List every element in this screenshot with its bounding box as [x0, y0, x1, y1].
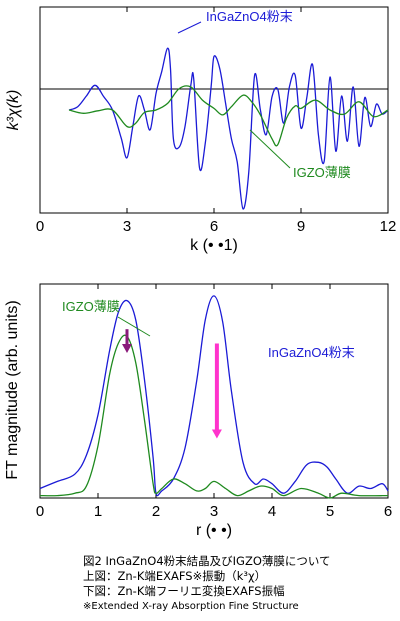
top-panel: 0 3 6 9 12 k³χ(k) k (• •1) InGaZnO4粉末 IGZO薄膜	[5, 6, 397, 254]
bottom-y-axis-label-text: FT magnitude (arb. units)	[4, 300, 21, 479]
bottom-series-line-film	[39, 334, 389, 499]
bottom-x-axis-label: r (• •)	[196, 522, 232, 539]
top-plot-frame	[39, 6, 389, 214]
bottom-x-tick-label: 0	[36, 503, 44, 520]
bottom-film-leader	[117, 316, 151, 337]
top-powder-leader	[177, 21, 202, 34]
bottom-x-tick-label: 3	[210, 503, 218, 520]
top-y-axis-label-text: k³χ(k)	[5, 90, 22, 131]
top-film-label: IGZO薄膜	[293, 165, 351, 180]
bottom-film-label: IGZO薄膜	[62, 299, 120, 314]
top-y-axis-label: k³χ(k)	[5, 90, 22, 131]
top-x-axis-label: k (• •1)	[190, 237, 238, 254]
top-x-ticks: 0 3 6 9 12	[36, 7, 397, 235]
bottom-x-ticks: 0 1 2 3 4 5 6	[36, 284, 392, 520]
bottom-arrows	[122, 329, 222, 439]
top-series-line-film	[68, 85, 389, 147]
caption-line-4: ※Extended X-ray Absorption Fine Structur…	[83, 601, 299, 612]
top-x-tick-label: 3	[123, 218, 131, 235]
top-x-tick-label: 12	[380, 218, 397, 235]
figure-caption: 図2 InGaZnO4粉末結晶及びIGZO薄膜について 上図：Zn-K端EXAF…	[83, 554, 331, 614]
bottom-x-tick-label: 1	[94, 503, 102, 520]
caption-line-1: 図2 InGaZnO4粉末結晶及びIGZO薄膜について	[83, 554, 331, 568]
decrease-arrow-head	[122, 343, 132, 353]
bottom-plot-frame	[39, 283, 389, 499]
top-series-line-powder	[68, 47, 389, 210]
bottom-panel: 0 1 2 3 4 5 6 FT magnitude (arb. units) r (• •…	[4, 283, 392, 539]
bottom-x-tick-label: 5	[326, 503, 334, 520]
bottom-x-tick-label: 4	[268, 503, 276, 520]
bottom-x-tick-label: 6	[384, 503, 392, 520]
bottom-series-group	[39, 295, 389, 499]
bottom-x-tick-label: 2	[152, 503, 160, 520]
top-film-leader	[249, 129, 291, 169]
caption-line-2: 上図：Zn-K端EXAFS※振動（k³χ）	[83, 569, 267, 583]
bottom-y-axis-label: FT magnitude (arb. units)	[4, 300, 21, 479]
top-x-tick-label: 6	[210, 218, 218, 235]
decrease-arrow-head	[211, 429, 222, 439]
bottom-powder-label: InGaZnO4粉末	[268, 345, 355, 360]
bottom-series-line-powder	[39, 295, 389, 497]
top-x-tick-label: 9	[297, 218, 305, 235]
caption-line-3: 下図：Zn-K端フーリエ変換EXAFS振幅	[83, 584, 285, 598]
top-series-group	[68, 47, 389, 210]
top-x-tick-label: 0	[36, 218, 44, 235]
top-powder-label: InGaZnO4粉末	[206, 9, 293, 24]
